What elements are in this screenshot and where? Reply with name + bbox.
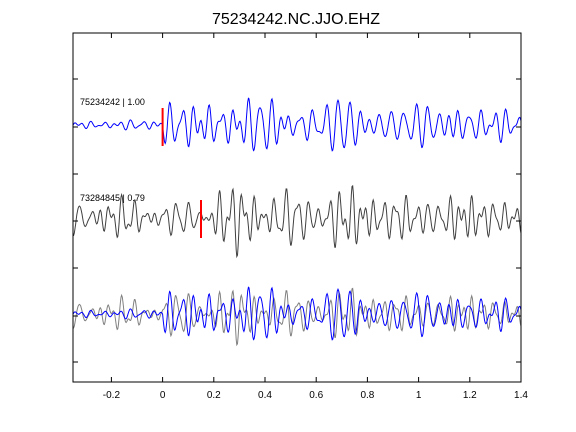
x-tick-label: 1.4 (514, 390, 528, 401)
overlay-gray-waveform (73, 287, 522, 347)
x-tick-label: 0.8 (360, 390, 374, 401)
trace-2-waveform (73, 184, 522, 259)
x-tick-label: 1.2 (463, 390, 477, 401)
x-tick-label: 0.2 (207, 390, 221, 401)
x-tick-label: -0.2 (103, 390, 121, 401)
chart-title: 75234242.NC.JJO.EHZ (212, 11, 380, 28)
overlay-blue-waveform (72, 286, 522, 341)
trace-1-waveform (72, 97, 522, 152)
x-tick-label: 0.4 (258, 390, 272, 401)
trace-1-label: 75234242 | 1.00 (80, 97, 145, 107)
trace-labels-layer: 75234242 | 1.00 73284845 | 0.79 (80, 97, 145, 203)
x-tick-label: 0.6 (309, 390, 323, 401)
traces-layer (72, 97, 522, 347)
x-tick-label: 0 (160, 390, 166, 401)
trace-2-label: 73284845 | 0.79 (80, 193, 145, 203)
x-tick-label: 1 (416, 390, 422, 401)
axes-frame (72, 32, 522, 383)
